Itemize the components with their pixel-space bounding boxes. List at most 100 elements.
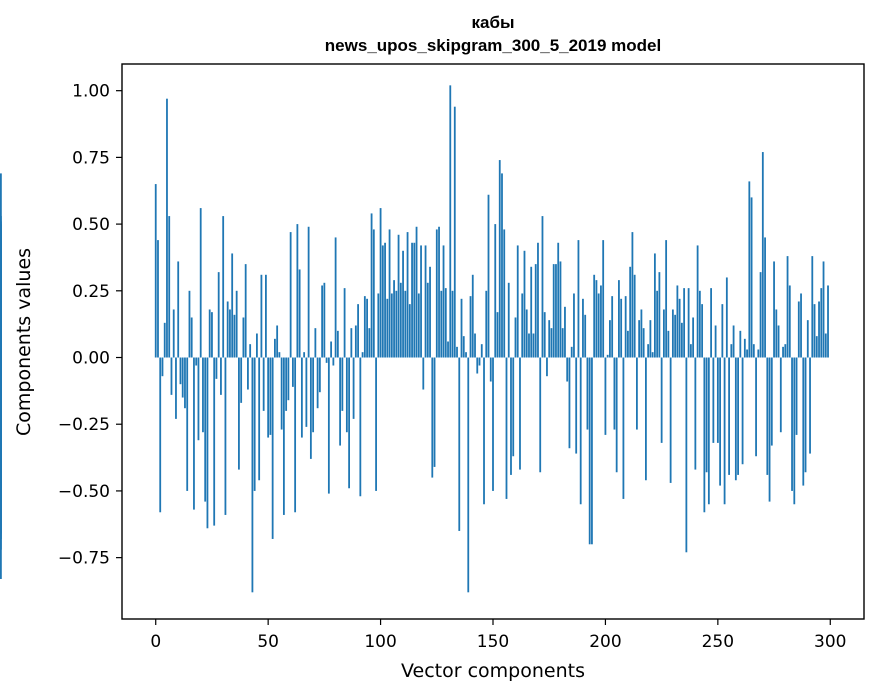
bar xyxy=(705,357,708,473)
bar xyxy=(0,357,2,483)
bar xyxy=(291,357,294,387)
bar xyxy=(289,232,292,358)
bar xyxy=(184,357,186,409)
bar xyxy=(642,328,645,358)
bar xyxy=(453,106,456,358)
bar xyxy=(168,216,171,358)
bar xyxy=(678,298,681,358)
bar xyxy=(406,232,409,358)
bar xyxy=(573,293,575,358)
bar xyxy=(600,285,602,358)
bar xyxy=(530,266,533,358)
bar xyxy=(622,357,625,499)
bar xyxy=(604,357,607,435)
bar xyxy=(716,357,719,443)
bar xyxy=(793,357,796,505)
bar xyxy=(683,288,686,358)
bar xyxy=(613,357,616,430)
bar xyxy=(327,357,330,494)
bar xyxy=(195,357,198,366)
bar xyxy=(514,317,517,358)
bar xyxy=(332,357,335,366)
bar xyxy=(345,357,348,433)
bar xyxy=(323,282,326,358)
bar xyxy=(730,344,733,358)
bar xyxy=(249,344,252,358)
bar xyxy=(647,344,650,358)
bar xyxy=(766,357,769,475)
bar xyxy=(568,357,571,449)
bar xyxy=(665,240,668,358)
bar xyxy=(339,357,341,446)
bar xyxy=(316,357,319,409)
bar xyxy=(782,346,784,358)
bar xyxy=(366,298,368,358)
bar xyxy=(606,354,609,358)
bar xyxy=(294,357,297,513)
x-axis-label: Vector components xyxy=(401,660,585,682)
y-tick-label: −0.50 xyxy=(58,482,110,502)
bar xyxy=(815,336,818,358)
bar xyxy=(265,274,267,358)
bar xyxy=(181,357,184,398)
bar xyxy=(694,357,697,470)
bar xyxy=(278,352,281,358)
bar xyxy=(698,290,701,358)
bar xyxy=(217,272,220,358)
bar xyxy=(714,325,717,358)
bar xyxy=(633,274,636,358)
bar xyxy=(656,290,659,358)
bar xyxy=(370,213,373,358)
bar xyxy=(231,253,234,358)
bar xyxy=(242,317,245,358)
bar xyxy=(253,357,256,491)
bar xyxy=(307,226,310,358)
bar xyxy=(820,288,823,358)
bar xyxy=(154,184,157,358)
bar xyxy=(359,357,362,497)
bar xyxy=(429,266,431,358)
bar xyxy=(251,357,254,593)
bar xyxy=(433,357,436,467)
bar xyxy=(770,357,773,446)
bar xyxy=(238,357,240,470)
bar xyxy=(541,216,544,358)
bar xyxy=(822,261,825,358)
bar xyxy=(352,357,355,419)
bar xyxy=(564,306,566,358)
bar xyxy=(393,280,395,358)
bar xyxy=(503,229,506,358)
bar xyxy=(548,320,551,358)
bar xyxy=(157,240,159,358)
bar xyxy=(543,312,546,358)
bar xyxy=(662,309,665,358)
bar xyxy=(743,338,746,358)
bar xyxy=(179,357,182,385)
bar xyxy=(274,338,276,358)
bar xyxy=(260,274,263,358)
x-axis-ticks: 0 50 100 150 200 250 300 xyxy=(150,619,846,652)
bar xyxy=(671,309,674,358)
bar xyxy=(159,357,162,513)
bar xyxy=(577,240,580,358)
plot-frame xyxy=(121,63,865,620)
bar xyxy=(824,333,827,358)
bar xyxy=(788,285,791,358)
chart-subtitle: news_upos_skipgram_300_5_2019 model xyxy=(325,36,661,55)
bar xyxy=(402,250,404,358)
bar xyxy=(552,264,555,358)
bar xyxy=(354,325,357,358)
bar xyxy=(667,330,670,358)
bar xyxy=(804,357,807,473)
bar xyxy=(462,336,465,358)
bar xyxy=(282,357,285,515)
bar xyxy=(806,320,809,358)
bar xyxy=(0,173,2,358)
bar xyxy=(469,296,472,358)
bar xyxy=(170,357,173,395)
bar xyxy=(314,328,317,358)
bar xyxy=(777,325,780,358)
bar xyxy=(660,357,663,443)
x-tick-label: 100 xyxy=(364,632,396,652)
